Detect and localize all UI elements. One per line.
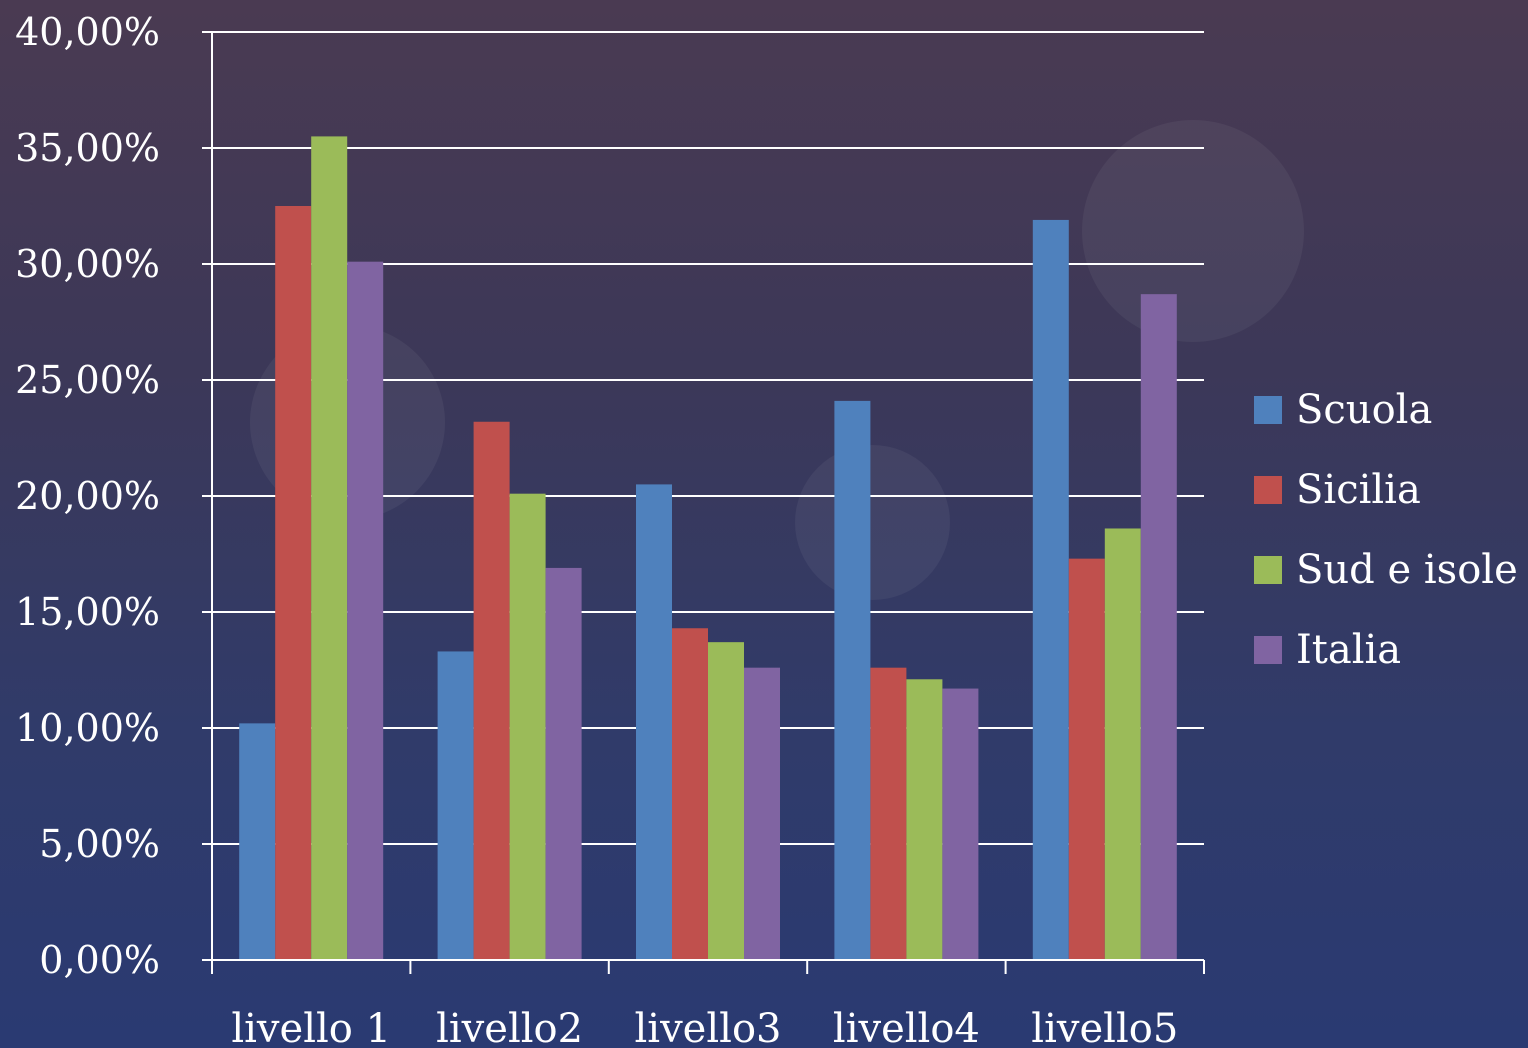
bar-italia-0 (347, 261, 384, 960)
bar-sicilia-4 (1068, 558, 1105, 960)
bar-sicilia-3 (870, 667, 907, 960)
bar-italia-4 (1140, 294, 1177, 960)
bar-scuola-2 (636, 484, 672, 960)
bar-scuola-3 (834, 400, 871, 960)
bar-sud-e-isole-3 (906, 679, 943, 960)
bar-sud-e-isole-4 (1104, 528, 1141, 960)
bar-sud-e-isole-1 (509, 493, 546, 960)
legend-swatch (1254, 636, 1282, 664)
bar-sicilia-0 (275, 206, 312, 960)
bar-scuola-0 (239, 723, 276, 960)
bar-italia-2 (744, 667, 780, 960)
y-tick-label: 5,00% (39, 822, 160, 866)
legend-label: Sicilia (1296, 467, 1421, 513)
legend: Scuola Sicilia Sud e isole Italia (1254, 387, 1518, 673)
y-tick-label: 10,00% (15, 706, 160, 750)
bars (239, 136, 1177, 961)
y-tick-label: 25,00% (15, 358, 160, 402)
bar-sicilia-1 (473, 421, 510, 960)
y-tick-label: 0,00% (39, 938, 160, 982)
x-tick-label: livello4 (833, 1006, 980, 1048)
bar-sud-e-isole-0 (311, 136, 348, 960)
legend-swatch (1254, 476, 1282, 504)
bar-sicilia-2 (672, 628, 708, 960)
bar-italia-1 (545, 567, 582, 960)
axes: 0,00% 5,00% 10,00% 15,00% 20,00% 25,00% 30,00%… (15, 10, 1205, 1048)
y-tick-label: 40,00% (15, 10, 160, 54)
y-tick-label: 35,00% (15, 126, 160, 170)
x-tick-label: livello5 (1031, 1006, 1178, 1048)
y-tick-label: 20,00% (15, 474, 160, 518)
legend-swatch (1254, 396, 1282, 424)
legend-label: Italia (1296, 627, 1401, 673)
bar-scuola-1 (437, 651, 474, 960)
y-tick-label: 15,00% (15, 590, 160, 634)
legend-label: Scuola (1296, 387, 1432, 433)
x-tick-label: livello 1 (231, 1006, 391, 1048)
x-tick-label: livello2 (436, 1006, 583, 1048)
x-tick-label: livello3 (635, 1006, 782, 1048)
legend-swatch (1254, 556, 1282, 584)
legend-label: Sud e isole (1296, 547, 1518, 593)
bar-italia-3 (942, 688, 979, 960)
y-tick-label: 30,00% (15, 242, 160, 286)
bar-scuola-4 (1032, 219, 1069, 961)
bar-sud-e-isole-2 (708, 642, 744, 960)
